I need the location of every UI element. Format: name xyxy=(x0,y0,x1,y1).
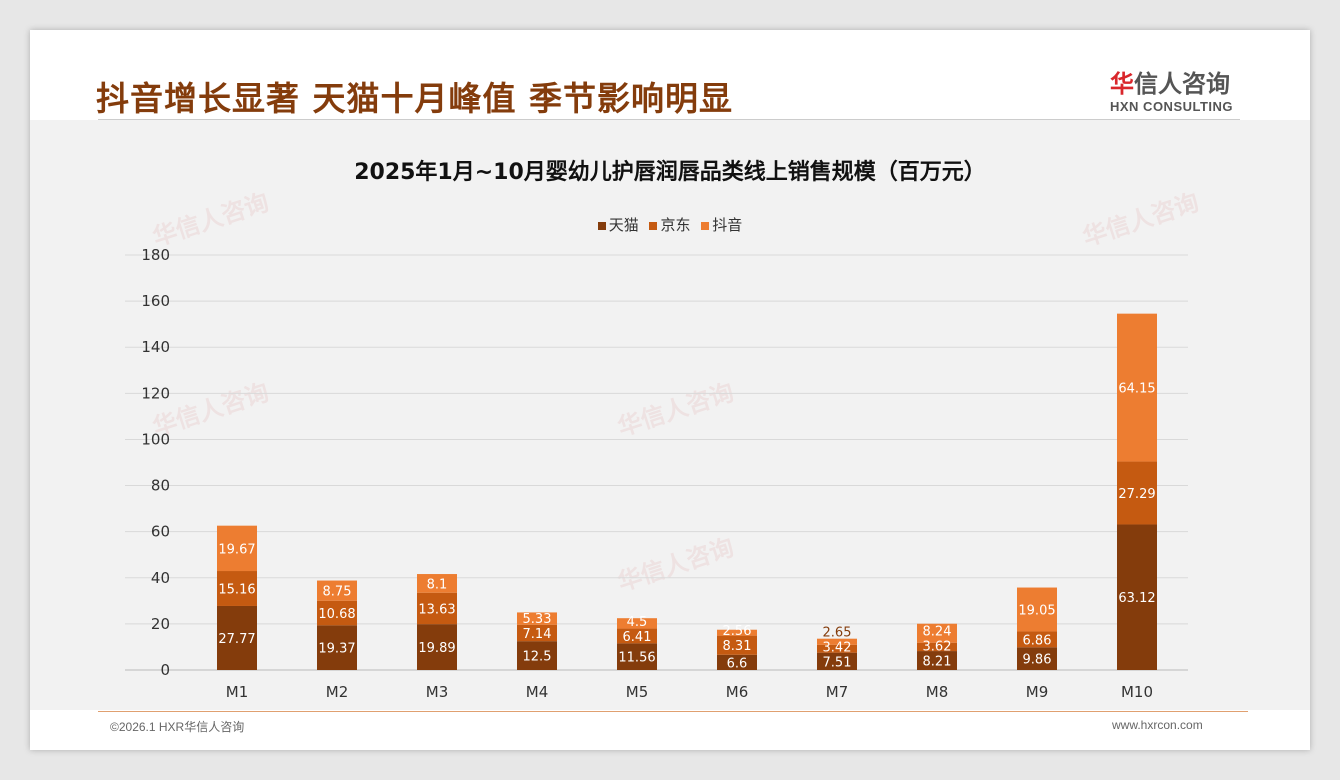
data-label: 19.05 xyxy=(1018,603,1055,618)
data-label: 2.56 xyxy=(723,624,752,639)
bar-segment xyxy=(217,571,257,606)
bar-segment xyxy=(917,642,957,652)
bar-segment xyxy=(817,652,857,670)
x-tick-label: M8 xyxy=(926,683,949,701)
x-tick-label: M6 xyxy=(726,683,749,701)
x-tick-label: M9 xyxy=(1026,683,1049,701)
data-label: 6.86 xyxy=(1023,633,1052,648)
bar-segment xyxy=(517,641,557,670)
data-label: 64.15 xyxy=(1118,382,1155,397)
footer-website: www.hxrcon.com xyxy=(1112,718,1203,732)
x-tick-label: M7 xyxy=(826,683,849,701)
logo-red: 华 xyxy=(1110,70,1134,98)
bar-segment xyxy=(917,623,957,643)
data-label: 12.5 xyxy=(523,650,552,665)
legend: 天猫 京东 抖音 xyxy=(30,214,1310,235)
bar-segment xyxy=(717,654,757,670)
data-label: 27.77 xyxy=(218,632,255,647)
bar-segment xyxy=(1017,647,1057,670)
logo-en: HXN CONSULTING xyxy=(1110,99,1234,114)
x-tick-label: M3 xyxy=(426,683,449,701)
y-tick-label: 180 xyxy=(141,246,170,264)
data-label: 11.56 xyxy=(618,651,655,666)
bar-segment xyxy=(417,592,457,625)
data-label: 8.1 xyxy=(427,577,448,592)
bar-segment xyxy=(817,638,857,645)
bar-segment xyxy=(917,651,957,670)
bar-segment xyxy=(517,612,557,625)
headline: 抖音增长显著 天猫十月峰值 季节影响明显 xyxy=(96,79,733,118)
y-tick-label: 100 xyxy=(141,430,170,448)
bar-segment xyxy=(1117,313,1157,462)
logo-cn: 信人咨询 xyxy=(1134,70,1230,98)
bar-segment xyxy=(1017,587,1057,632)
legend-item: 抖音 xyxy=(701,214,742,235)
data-label: 8.21 xyxy=(923,655,952,670)
data-label: 7.51 xyxy=(823,655,852,670)
bar-segment xyxy=(317,600,357,626)
data-label: 2.65 xyxy=(823,625,852,640)
data-label: 10.68 xyxy=(318,607,355,622)
data-label: 3.42 xyxy=(823,640,852,655)
bar-segment xyxy=(317,580,357,601)
y-tick-label: 40 xyxy=(151,569,170,587)
data-label: 27.29 xyxy=(1118,487,1155,502)
y-tick-label: 60 xyxy=(151,523,170,541)
bar-segment xyxy=(1017,631,1057,648)
slide: 抖音增长显著 天猫十月峰值 季节影响明显 华信人咨询 HXN CONSULTIN… xyxy=(30,30,1310,750)
data-label: 5.33 xyxy=(523,612,552,627)
data-label: 7.14 xyxy=(523,627,552,642)
bar-segment xyxy=(617,628,657,644)
data-label: 15.16 xyxy=(218,582,255,597)
data-label: 13.63 xyxy=(418,602,455,617)
y-tick-label: 140 xyxy=(141,338,170,356)
data-label: 63.12 xyxy=(1118,591,1155,606)
x-tick-label: M4 xyxy=(526,683,549,701)
data-label: 19.89 xyxy=(418,641,455,656)
chart-plot: 0 20 40 60 80 100 120 140 160 180 27.77 15.16 19.67 M… xyxy=(125,246,1188,701)
x-tick-label: M2 xyxy=(326,683,349,701)
bar-segment xyxy=(217,525,257,572)
data-label: 3.62 xyxy=(923,640,952,655)
data-label: 9.86 xyxy=(1023,653,1052,668)
legend-item: 京东 xyxy=(649,214,691,235)
data-label: 8.24 xyxy=(923,625,952,640)
divider xyxy=(98,119,1240,120)
x-tick-label: M1 xyxy=(226,683,249,701)
y-tick-label: 20 xyxy=(151,615,170,633)
bar-segment xyxy=(417,574,457,593)
data-label: 4.5 xyxy=(627,615,648,630)
bar-segment xyxy=(817,644,857,653)
footer-divider xyxy=(98,711,1248,712)
bar-segment xyxy=(1117,461,1157,525)
data-label: 6.6 xyxy=(727,656,748,671)
data-label: 6.41 xyxy=(623,630,652,645)
bar-segment xyxy=(617,643,657,670)
y-tick-label: 120 xyxy=(141,384,170,402)
data-label: 8.75 xyxy=(323,585,352,600)
bar-segment xyxy=(217,605,257,670)
bar-segment xyxy=(717,635,757,655)
footer-copyright: ©2026.1 HXR华信人咨询 xyxy=(110,720,245,734)
logo: 华信人咨询 HXN CONSULTING xyxy=(1110,64,1233,114)
bar-segment xyxy=(1117,524,1157,670)
bar-segment xyxy=(617,618,657,629)
legend-item: 天猫 xyxy=(597,214,639,235)
y-tick-label: 160 xyxy=(141,292,170,310)
data-label: 19.37 xyxy=(318,642,355,657)
y-tick-label: 0 xyxy=(160,661,170,679)
chart-title: 2025年1月~10月婴幼儿护唇润唇品类线上销售规模（百万元） xyxy=(354,160,986,185)
y-tick-label: 80 xyxy=(151,477,170,495)
bar-segment xyxy=(717,629,757,636)
bar-segment xyxy=(417,624,457,670)
x-tick-label: M5 xyxy=(626,683,649,701)
bar-segment xyxy=(317,625,357,670)
bar-segment xyxy=(517,624,557,642)
x-tick-label: M10 xyxy=(1121,683,1153,701)
data-label: 19.67 xyxy=(218,542,255,557)
data-label: 8.31 xyxy=(723,639,752,654)
